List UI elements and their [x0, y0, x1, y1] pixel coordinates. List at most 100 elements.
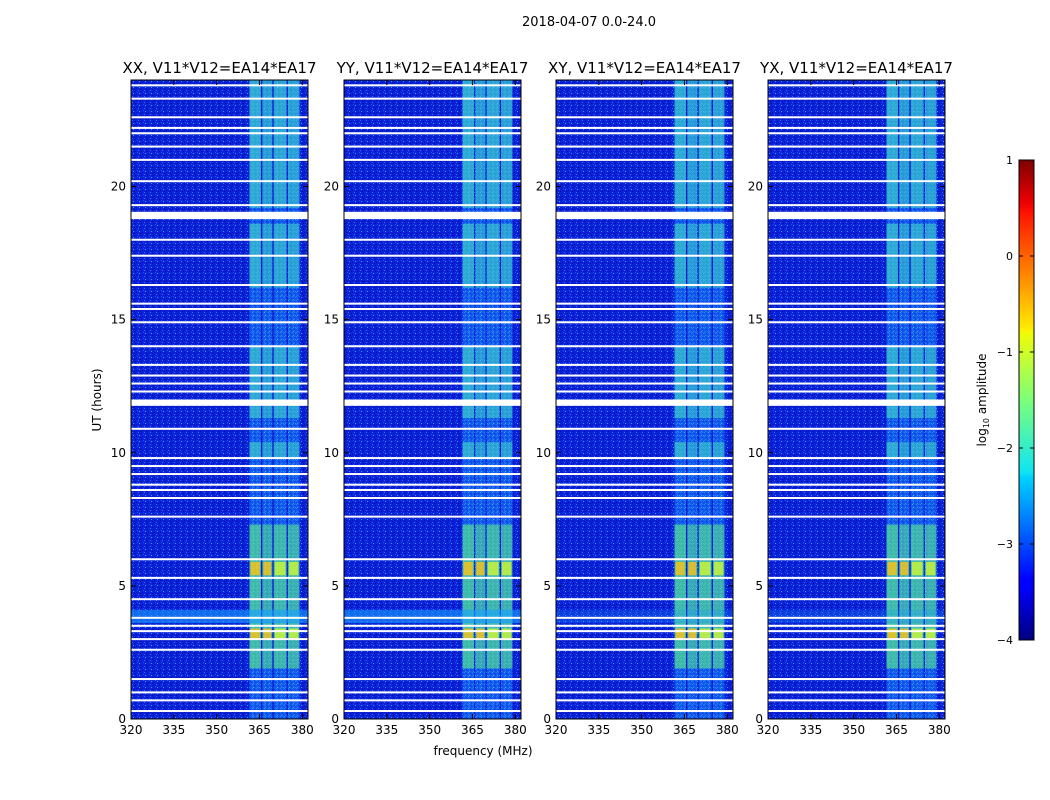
colorbar-label: log10 amplitude: [975, 354, 991, 447]
x-tick-label: 350: [418, 723, 441, 737]
flagged-row: [131, 126, 308, 129]
hot-spot: [250, 628, 260, 640]
y-tick-label: 15: [536, 313, 551, 327]
flagged-row: [131, 302, 308, 305]
flagged-row: [556, 363, 733, 366]
flagged-row: [556, 710, 733, 713]
y-tick-label: 5: [331, 579, 339, 593]
flagged-row: [556, 390, 733, 393]
y-tick-label: 0: [755, 712, 763, 726]
signal-block: [687, 524, 698, 669]
flagged-row: [768, 699, 945, 702]
signal-block: [486, 80, 500, 208]
signal-block: [288, 442, 300, 459]
flagged-block: [556, 211, 733, 220]
signal-block: [273, 524, 287, 669]
signal-block: [886, 80, 898, 208]
hot-spot: [476, 561, 485, 576]
signal-block: [462, 80, 474, 208]
flagged-row: [344, 382, 521, 385]
signal-block: [462, 524, 474, 669]
flagged-row: [131, 363, 308, 366]
flagged-row: [556, 648, 733, 651]
flagged-row: [768, 126, 945, 129]
flagged-row: [768, 630, 945, 633]
flagged-row: [131, 624, 308, 627]
flagged-row: [556, 483, 733, 486]
signal-block: [262, 442, 273, 459]
hot-spot: [502, 561, 512, 576]
flagged-row: [131, 483, 308, 486]
signal-block: [486, 346, 500, 419]
panel-frame: [555, 79, 734, 720]
flagged-row: [131, 678, 308, 681]
flagged-row: [344, 638, 521, 641]
signal-block: [674, 442, 686, 459]
flagged-row: [768, 427, 945, 430]
hot-spot: [274, 628, 286, 640]
x-axis-label: frequency (MHz): [433, 744, 532, 758]
panel-frame: [767, 79, 946, 720]
flagged-row: [556, 145, 733, 148]
flagged-block: [768, 399, 945, 406]
flagged-row: [556, 457, 733, 460]
flagged-row: [556, 158, 733, 161]
flagged-row: [556, 126, 733, 129]
flagged-row: [131, 97, 308, 100]
panel-xx: XX, V11*V12=EA14*EA17 320 335 350 365 380 0 5 10…: [111, 59, 317, 737]
flagged-row: [344, 497, 521, 500]
flagged-row: [344, 630, 521, 633]
flagged-row: [556, 616, 733, 619]
flagged-row: [344, 465, 521, 468]
hot-spot: [887, 561, 897, 576]
signal-block: [687, 80, 698, 208]
flagged-row: [344, 678, 521, 681]
flagged-block: [556, 399, 733, 406]
x-tick-label: 380: [928, 723, 951, 737]
flagged-row: [768, 307, 945, 310]
flagged-row: [344, 489, 521, 492]
flagged-row: [131, 576, 308, 579]
flagged-row: [556, 307, 733, 310]
x-tick-label: 365: [248, 723, 271, 737]
y-tick-label: 20: [748, 180, 763, 194]
flagged-row: [556, 558, 733, 561]
flagged-row: [556, 374, 733, 377]
flagged-row: [344, 345, 521, 348]
x-tick-label: 365: [885, 723, 908, 737]
y-tick-label: 10: [748, 446, 763, 460]
hot-spot: [487, 561, 499, 576]
signal-block: [899, 346, 910, 419]
flagged-row: [344, 302, 521, 305]
flagged-row: [768, 382, 945, 385]
signal-block: [899, 80, 910, 208]
signal-block: [486, 442, 500, 459]
flagged-row: [556, 598, 733, 601]
hot-spot: [274, 561, 286, 576]
flagged-row: [768, 97, 945, 100]
x-tick-label: 320: [757, 723, 780, 737]
flagged-row: [768, 345, 945, 348]
flagged-row: [768, 116, 945, 119]
flagged-row: [768, 363, 945, 366]
flagged-block: [131, 211, 308, 220]
y-tick-label: 10: [324, 446, 339, 460]
flagged-row: [768, 483, 945, 486]
flagged-row: [131, 598, 308, 601]
flagged-row: [344, 598, 521, 601]
flagged-row: [768, 84, 945, 87]
flagged-row: [768, 648, 945, 651]
hot-spot: [675, 561, 685, 576]
signal-block: [249, 346, 261, 419]
flagged-row: [344, 284, 521, 287]
hot-spot: [926, 561, 936, 576]
flagged-row: [768, 638, 945, 641]
panel-title: YX, V11*V12=EA14*EA17: [759, 59, 953, 77]
flagged-row: [131, 204, 308, 207]
flagged-row: [131, 374, 308, 377]
broadband-stripe: [344, 609, 521, 624]
signal-block: [925, 80, 937, 208]
panel-xy: XY, V11*V12=EA14*EA17 320 335 350 365 380 0 5 10…: [536, 59, 741, 737]
signal-block: [249, 80, 261, 208]
flagged-row: [131, 284, 308, 287]
